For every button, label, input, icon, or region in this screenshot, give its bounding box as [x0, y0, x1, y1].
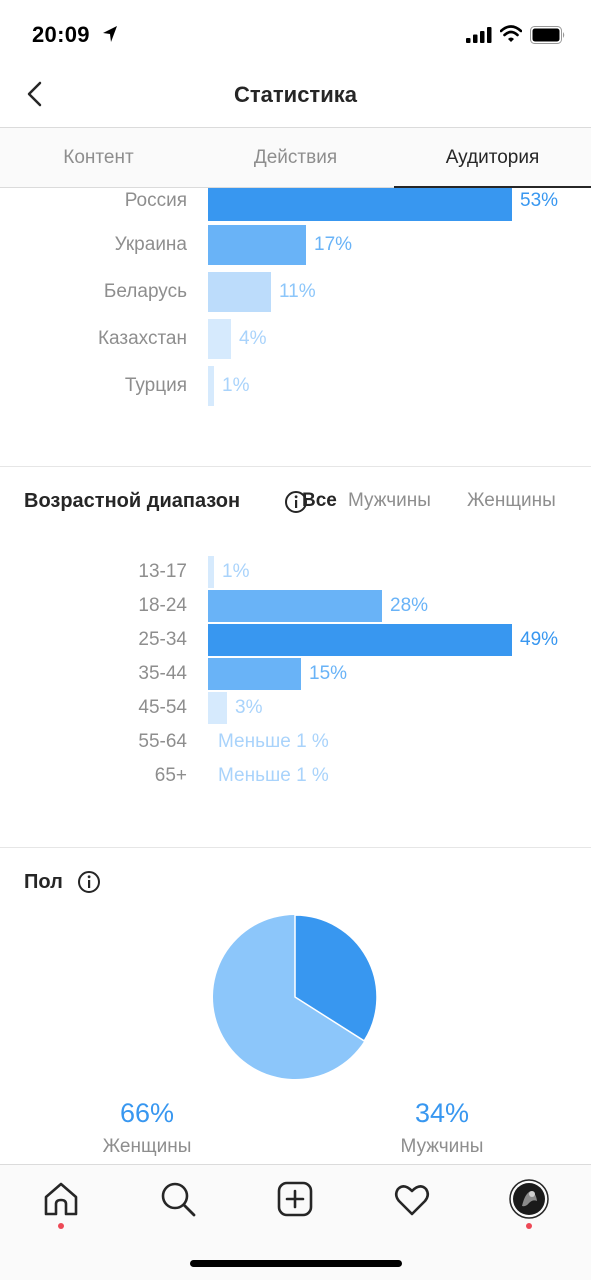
country-value: 17% — [314, 234, 353, 255]
age-value: 1% — [222, 561, 250, 582]
country-label: Казахстан — [97, 328, 187, 349]
wifi-icon — [500, 25, 522, 42]
signal-icon — [466, 27, 492, 43]
age-filter-women[interactable]: Женщины — [467, 490, 556, 511]
section-divider — [0, 466, 591, 467]
search-icon[interactable] — [158, 1179, 198, 1219]
age-row: 35-44 15% — [0, 658, 591, 690]
country-bar — [208, 225, 306, 265]
age-value: 15% — [309, 663, 348, 684]
country-label: Россия — [124, 190, 187, 211]
gender-pie-chart — [213, 914, 378, 1079]
age-filter-men[interactable]: Мужчины — [348, 490, 431, 511]
tab-bar: Контент Действия Аудитория — [0, 128, 591, 188]
age-value: Меньше 1 % — [218, 765, 329, 786]
country-label: Украина — [114, 234, 187, 255]
tab-audience[interactable]: Аудитория — [445, 147, 540, 168]
women-percent: 66% — [119, 1098, 175, 1128]
age-bar — [208, 658, 301, 690]
men-percent: 34% — [414, 1098, 470, 1128]
age-row: 25-34 49% — [0, 624, 591, 656]
nav-bar: Статистика — [0, 70, 591, 128]
new-post-icon[interactable] — [275, 1179, 315, 1219]
country-bar — [208, 188, 512, 221]
country-row: Беларусь 11% — [0, 272, 591, 312]
tab-actions[interactable]: Действия — [253, 147, 338, 168]
country-value: 1% — [222, 375, 250, 396]
status-bar: 20:09 — [0, 0, 591, 70]
section-divider — [0, 847, 591, 848]
country-row: Россия 53% — [0, 188, 591, 221]
status-time: 20:09 — [32, 22, 90, 47]
age-row: 45-54 3% — [0, 692, 591, 724]
women-label: Женщины — [102, 1136, 192, 1157]
back-arrow-icon[interactable] — [22, 78, 52, 110]
age-bar — [208, 692, 227, 724]
age-label: 35-44 — [138, 663, 187, 684]
country-value: 4% — [239, 328, 267, 349]
age-label: 25-34 — [138, 629, 187, 650]
men-label: Мужчины — [400, 1136, 484, 1157]
country-bar — [208, 366, 214, 406]
age-row: 13-17 1% — [0, 556, 591, 588]
age-filter-all[interactable]: Все — [302, 490, 337, 511]
countries-chart: Россия 53% Украина 17% Беларусь 11% Каза… — [0, 188, 591, 466]
age-section-title: Возрастной диапазон — [24, 490, 241, 512]
country-row: Украина 17% — [0, 225, 591, 265]
age-bar — [208, 624, 512, 656]
country-label: Беларусь — [103, 281, 187, 302]
info-icon[interactable] — [284, 490, 308, 514]
profile-avatar[interactable] — [509, 1179, 549, 1219]
age-label: 13-17 — [138, 561, 187, 582]
age-value: 3% — [235, 697, 263, 718]
home-icon[interactable] — [41, 1179, 81, 1219]
home-notification-dot — [58, 1223, 64, 1229]
age-value: Меньше 1 % — [218, 731, 329, 752]
location-arrow-icon — [103, 26, 117, 42]
country-bar — [208, 319, 231, 359]
age-label: 55-64 — [138, 731, 187, 752]
country-row: Турция 1% — [0, 366, 591, 406]
country-row: Казахстан 4% — [0, 319, 591, 359]
active-tab-indicator — [394, 186, 591, 188]
age-bar — [208, 590, 382, 622]
profile-notification-dot — [526, 1223, 532, 1229]
country-label: Турция — [124, 375, 187, 396]
page-title: Статистика — [234, 82, 357, 107]
country-value: 11% — [279, 281, 316, 302]
activity-heart-icon[interactable] — [392, 1179, 432, 1219]
gender-section-title: Пол — [24, 871, 63, 893]
pie-slice-women — [213, 915, 365, 1079]
pie-slice-men — [294, 914, 378, 1042]
age-row: 18-24 28% — [0, 590, 591, 622]
info-icon[interactable] — [77, 870, 101, 894]
age-label: 65+ — [154, 765, 187, 786]
age-bar — [208, 556, 214, 588]
country-bar — [208, 272, 271, 312]
age-label: 18-24 — [138, 595, 187, 616]
age-value: 28% — [390, 595, 429, 616]
battery-icon — [530, 26, 565, 44]
age-label: 45-54 — [138, 697, 187, 718]
age-row: 55-64 Меньше 1 % — [0, 726, 591, 758]
country-value: 53% — [520, 190, 559, 211]
age-value: 49% — [520, 629, 559, 650]
home-indicator — [190, 1260, 402, 1267]
tab-content[interactable]: Контент — [63, 147, 134, 168]
age-row: 65+ Меньше 1 % — [0, 760, 591, 792]
